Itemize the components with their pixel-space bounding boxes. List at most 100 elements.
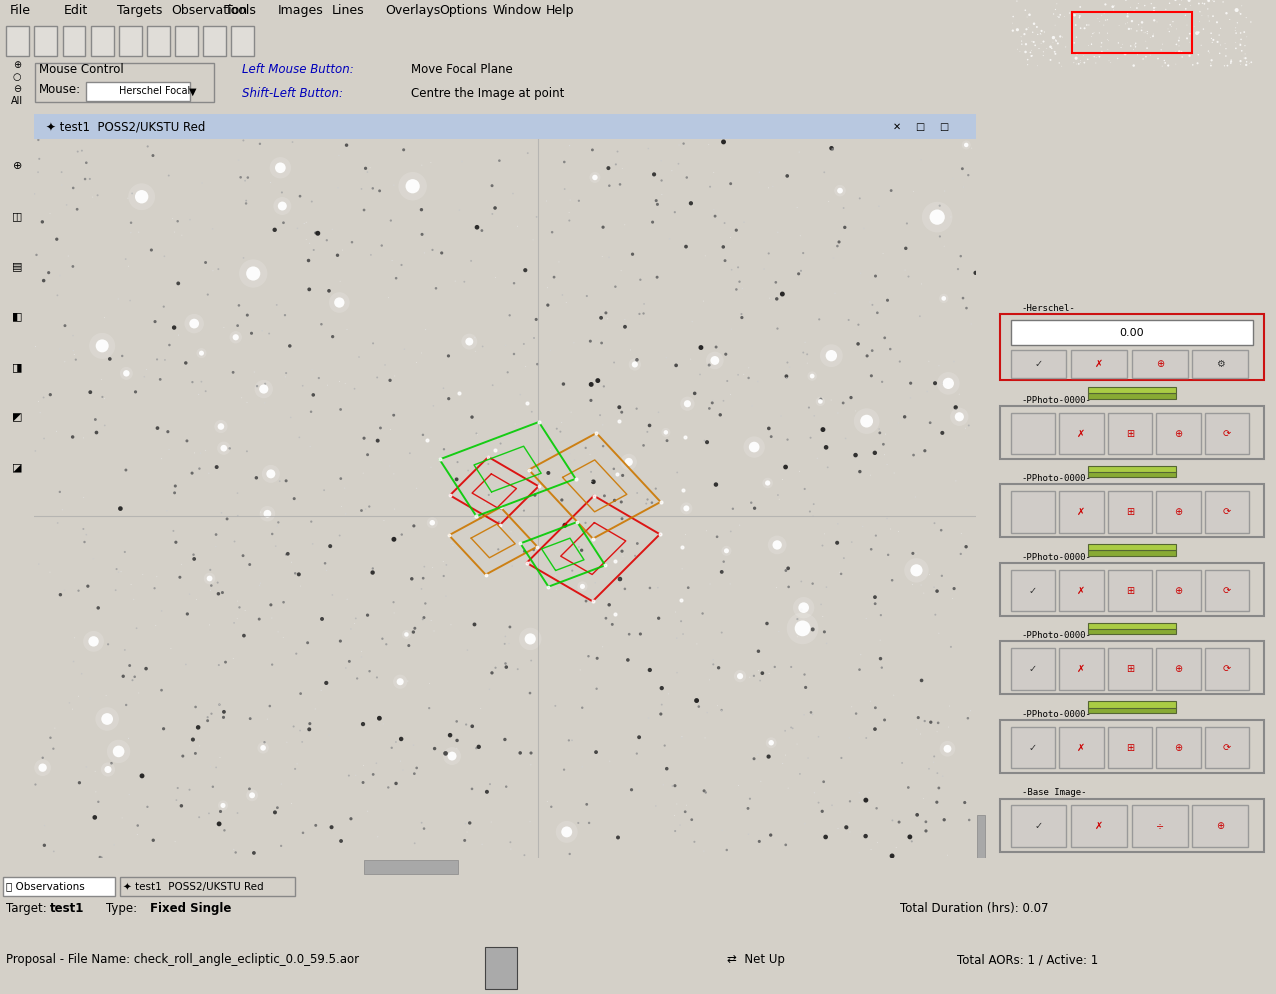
- Point: [623, 247, 643, 262]
- Point: [726, 281, 746, 297]
- Point: [1230, 37, 1250, 53]
- Point: [108, 744, 129, 759]
- Point: [508, 219, 528, 235]
- Point: [1160, 46, 1180, 62]
- Point: [120, 292, 140, 308]
- Bar: [1205, 727, 1249, 768]
- Point: [254, 735, 274, 750]
- Point: [305, 701, 325, 717]
- Point: [570, 662, 591, 678]
- Point: [373, 631, 393, 647]
- Point: [1141, 0, 1161, 12]
- Point: [205, 539, 226, 555]
- Point: [546, 420, 567, 436]
- Point: [810, 394, 831, 410]
- Point: [917, 384, 938, 400]
- Point: [833, 550, 854, 566]
- Point: [390, 753, 411, 769]
- Point: [80, 691, 101, 707]
- Point: [390, 674, 411, 690]
- Text: Move Focal Plane: Move Focal Plane: [411, 64, 513, 77]
- Point: [449, 202, 470, 218]
- Point: [271, 160, 291, 176]
- Point: [1151, 42, 1171, 58]
- Point: [83, 633, 103, 649]
- Point: [330, 833, 351, 849]
- Point: [265, 538, 286, 554]
- Point: [760, 735, 781, 750]
- Point: [678, 396, 698, 412]
- Point: [329, 528, 350, 544]
- Point: [651, 706, 671, 722]
- Point: [1221, 52, 1242, 68]
- Point: [185, 746, 205, 761]
- Point: [642, 214, 662, 230]
- Point: [472, 223, 493, 239]
- Point: [195, 254, 216, 270]
- Point: [422, 560, 443, 576]
- Point: [744, 439, 764, 455]
- Point: [760, 428, 781, 444]
- Point: [829, 183, 850, 199]
- Point: [478, 487, 499, 503]
- Point: [276, 369, 296, 385]
- Point: [236, 196, 256, 212]
- Bar: [1205, 491, 1249, 533]
- Point: [213, 440, 234, 456]
- Point: [1198, 9, 1219, 25]
- Point: [943, 171, 963, 187]
- Point: [168, 275, 189, 291]
- Point: [568, 815, 588, 831]
- Point: [276, 547, 296, 563]
- Point: [189, 460, 209, 476]
- Point: [1123, 42, 1143, 58]
- Point: [448, 454, 468, 470]
- Point: [717, 373, 738, 389]
- Point: [791, 574, 812, 589]
- Point: [766, 580, 786, 595]
- Point: [1239, 56, 1259, 72]
- Bar: [1156, 570, 1201, 611]
- Point: [926, 794, 947, 810]
- Point: [791, 601, 812, 617]
- Text: Overlays: Overlays: [385, 4, 440, 18]
- Point: [924, 754, 944, 770]
- Point: [382, 740, 402, 755]
- Point: [615, 319, 635, 335]
- Point: [131, 189, 152, 205]
- Point: [721, 261, 741, 277]
- Point: [1055, 39, 1076, 55]
- Point: [501, 558, 522, 574]
- Point: [235, 173, 255, 189]
- Point: [482, 178, 503, 194]
- Point: [59, 695, 79, 711]
- Point: [916, 814, 937, 830]
- Text: ✦ test1  POSS2/UKSTU Red: ✦ test1 POSS2/UKSTU Red: [122, 882, 263, 892]
- Point: [810, 391, 831, 407]
- Text: Proposal - File Name: check_roll_angle_ecliptic_0.0_59.5.aor: Proposal - File Name: check_roll_angle_e…: [6, 953, 360, 966]
- Point: [121, 225, 142, 241]
- Point: [314, 482, 334, 498]
- Point: [1028, 41, 1049, 57]
- Point: [165, 478, 185, 494]
- Point: [467, 426, 487, 442]
- Point: [55, 318, 75, 334]
- Point: [798, 346, 818, 362]
- Bar: [1059, 727, 1104, 768]
- Point: [1179, 48, 1199, 64]
- Point: [1021, 48, 1041, 64]
- Point: [903, 447, 924, 463]
- Point: [703, 652, 723, 668]
- Point: [772, 286, 792, 302]
- Bar: [1059, 413, 1104, 454]
- Point: [611, 544, 632, 560]
- Point: [214, 704, 235, 720]
- Point: [757, 615, 777, 631]
- Point: [554, 154, 574, 170]
- Bar: [1071, 351, 1127, 378]
- FancyBboxPatch shape: [1087, 550, 1176, 556]
- Point: [337, 591, 357, 607]
- Point: [34, 818, 55, 834]
- Point: [272, 198, 292, 214]
- Point: [51, 177, 71, 193]
